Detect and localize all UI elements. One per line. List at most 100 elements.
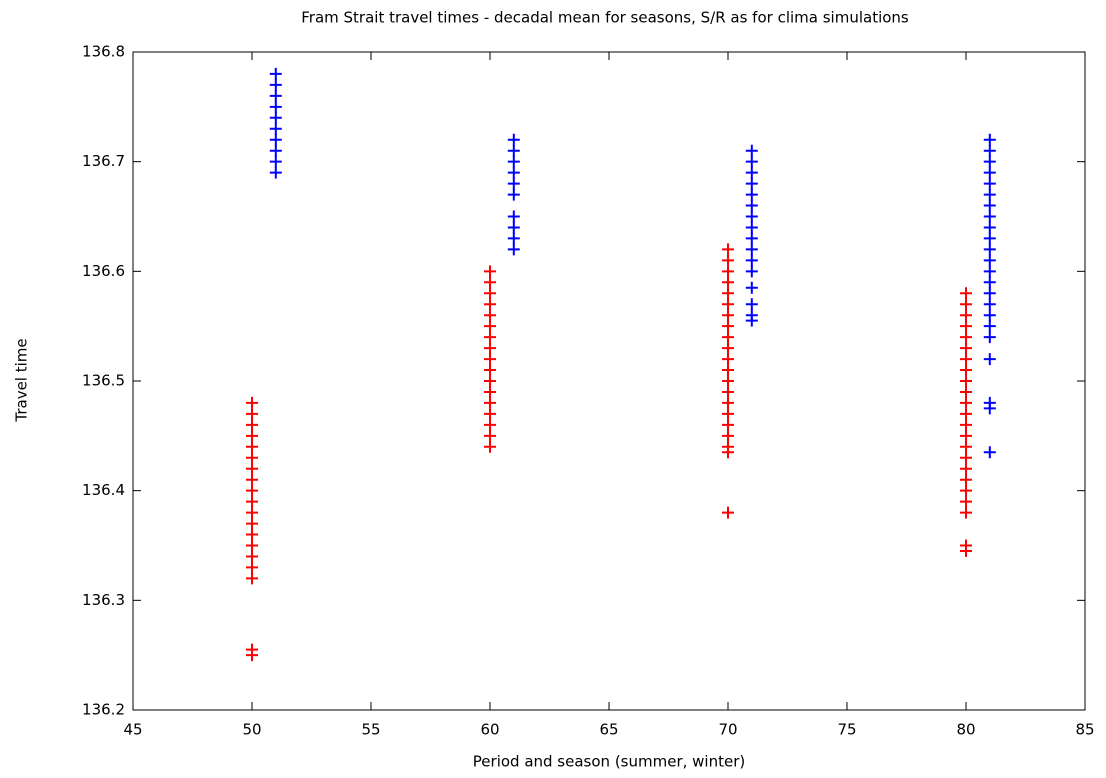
data-point	[745, 232, 758, 245]
x-tick-label: 85	[1075, 721, 1094, 739]
data-point	[484, 342, 496, 355]
data-point	[484, 429, 496, 442]
data-point	[722, 265, 734, 278]
data-point	[484, 265, 496, 278]
data-point	[484, 331, 496, 344]
data-point	[507, 144, 520, 157]
data-point	[246, 396, 258, 409]
x-tick-label: 70	[718, 721, 737, 739]
x-tick-label: 55	[361, 721, 380, 739]
data-point	[484, 440, 496, 453]
y-tick-label: 136.5	[82, 372, 125, 390]
data-point	[269, 122, 282, 135]
data-point	[960, 407, 972, 420]
data-point	[722, 254, 734, 267]
data-point	[745, 210, 758, 223]
data-point	[983, 320, 996, 333]
data-point	[745, 298, 758, 311]
x-tick-label: 45	[123, 721, 142, 739]
data-point	[269, 67, 282, 80]
data-point	[983, 396, 996, 409]
data-point	[983, 210, 996, 223]
data-point	[246, 451, 258, 464]
x-tick-label: 75	[837, 721, 856, 739]
data-point	[983, 265, 996, 278]
data-point	[507, 243, 520, 256]
data-point	[246, 418, 258, 431]
data-point	[507, 166, 520, 179]
data-point	[507, 188, 520, 201]
data-point	[269, 155, 282, 168]
data-point	[246, 517, 258, 530]
data-point	[983, 446, 996, 459]
data-point	[983, 232, 996, 245]
data-point	[960, 506, 972, 519]
data-point	[745, 144, 758, 157]
x-tick-label: 50	[242, 721, 261, 739]
data-point	[722, 243, 734, 256]
x-tick-label: 80	[956, 721, 975, 739]
data-point	[745, 188, 758, 201]
data-point	[484, 375, 496, 387]
data-point	[745, 265, 758, 278]
data-point	[983, 144, 996, 157]
data-point	[246, 473, 258, 486]
y-tick-label: 136.6	[82, 262, 125, 280]
y-tick-label: 136.3	[82, 591, 125, 609]
data-point	[983, 133, 996, 146]
data-point	[960, 385, 972, 398]
data-point	[745, 254, 758, 267]
data-point	[983, 166, 996, 179]
data-point	[745, 281, 758, 294]
data-point	[722, 375, 734, 387]
data-point	[246, 429, 258, 442]
data-point	[484, 309, 496, 322]
data-point	[960, 287, 972, 300]
data-point	[983, 298, 996, 311]
data-point	[745, 166, 758, 179]
data-point	[484, 396, 496, 409]
data-point	[722, 385, 734, 398]
data-point	[983, 155, 996, 168]
data-point	[507, 221, 520, 234]
data-point	[983, 177, 996, 190]
data-point	[960, 298, 972, 311]
data-point	[960, 484, 972, 497]
data-point	[983, 331, 996, 344]
data-point	[246, 462, 258, 475]
data-point	[722, 331, 734, 344]
data-point	[722, 440, 734, 453]
data-point	[960, 364, 972, 377]
data-point	[484, 364, 496, 377]
data-point	[960, 331, 972, 344]
data-point	[960, 451, 972, 464]
data-point	[722, 342, 734, 355]
data-point	[983, 243, 996, 256]
data-point	[745, 199, 758, 212]
data-point	[246, 495, 258, 508]
y-tick-label: 136.4	[82, 481, 125, 499]
chart-title: Fram Strait travel times - decadal mean …	[301, 9, 909, 27]
x-tick-label: 60	[480, 721, 499, 739]
data-point	[960, 342, 972, 355]
data-point	[269, 133, 282, 146]
data-point	[507, 232, 520, 245]
data-point	[484, 298, 496, 311]
data-point	[246, 484, 258, 497]
data-point	[745, 243, 758, 256]
data-point	[722, 309, 734, 322]
data-point	[745, 309, 758, 322]
data-point	[246, 440, 258, 453]
data-point	[960, 495, 972, 508]
data-point	[960, 462, 972, 475]
data-point	[246, 561, 258, 574]
data-point	[269, 144, 282, 157]
data-point	[507, 155, 520, 168]
data-point	[484, 418, 496, 431]
data-point	[722, 320, 734, 333]
y-tick-label: 136.8	[82, 43, 125, 61]
data-point	[484, 320, 496, 333]
data-point	[745, 221, 758, 234]
